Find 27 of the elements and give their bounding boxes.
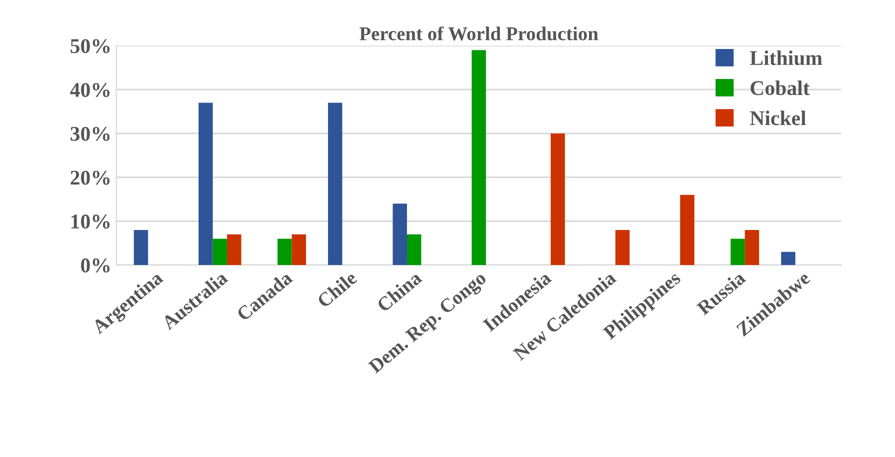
chart-title: Percent of World Production: [360, 26, 598, 40]
bar: [615, 230, 630, 266]
bar: [392, 204, 407, 266]
bar: [328, 102, 342, 266]
legend-label: Cobalt: [750, 80, 810, 96]
legend-label: Nickel: [750, 110, 806, 126]
y-tick-label: 40%: [70, 82, 110, 98]
bar: [212, 238, 228, 266]
x-tick-label: Chile: [316, 270, 358, 308]
bar: [744, 230, 760, 266]
legend-label: Lithium: [750, 50, 822, 66]
y-tick-label: 50%: [70, 39, 110, 54]
bar: [781, 252, 796, 266]
bar: [550, 133, 565, 266]
bar: [406, 234, 422, 266]
bar: [292, 234, 306, 266]
bar: [227, 234, 242, 266]
y-tick-label: 30%: [70, 126, 110, 141]
y-tick-label: 10%: [71, 214, 110, 229]
bar: [278, 238, 292, 266]
bar: [198, 102, 213, 266]
bar: [730, 238, 745, 266]
bar: [472, 50, 486, 266]
y-tick-label: 0%: [81, 258, 110, 273]
bar: [680, 194, 694, 266]
y-tick-label: 20%: [70, 170, 110, 185]
bar: [134, 230, 148, 266]
